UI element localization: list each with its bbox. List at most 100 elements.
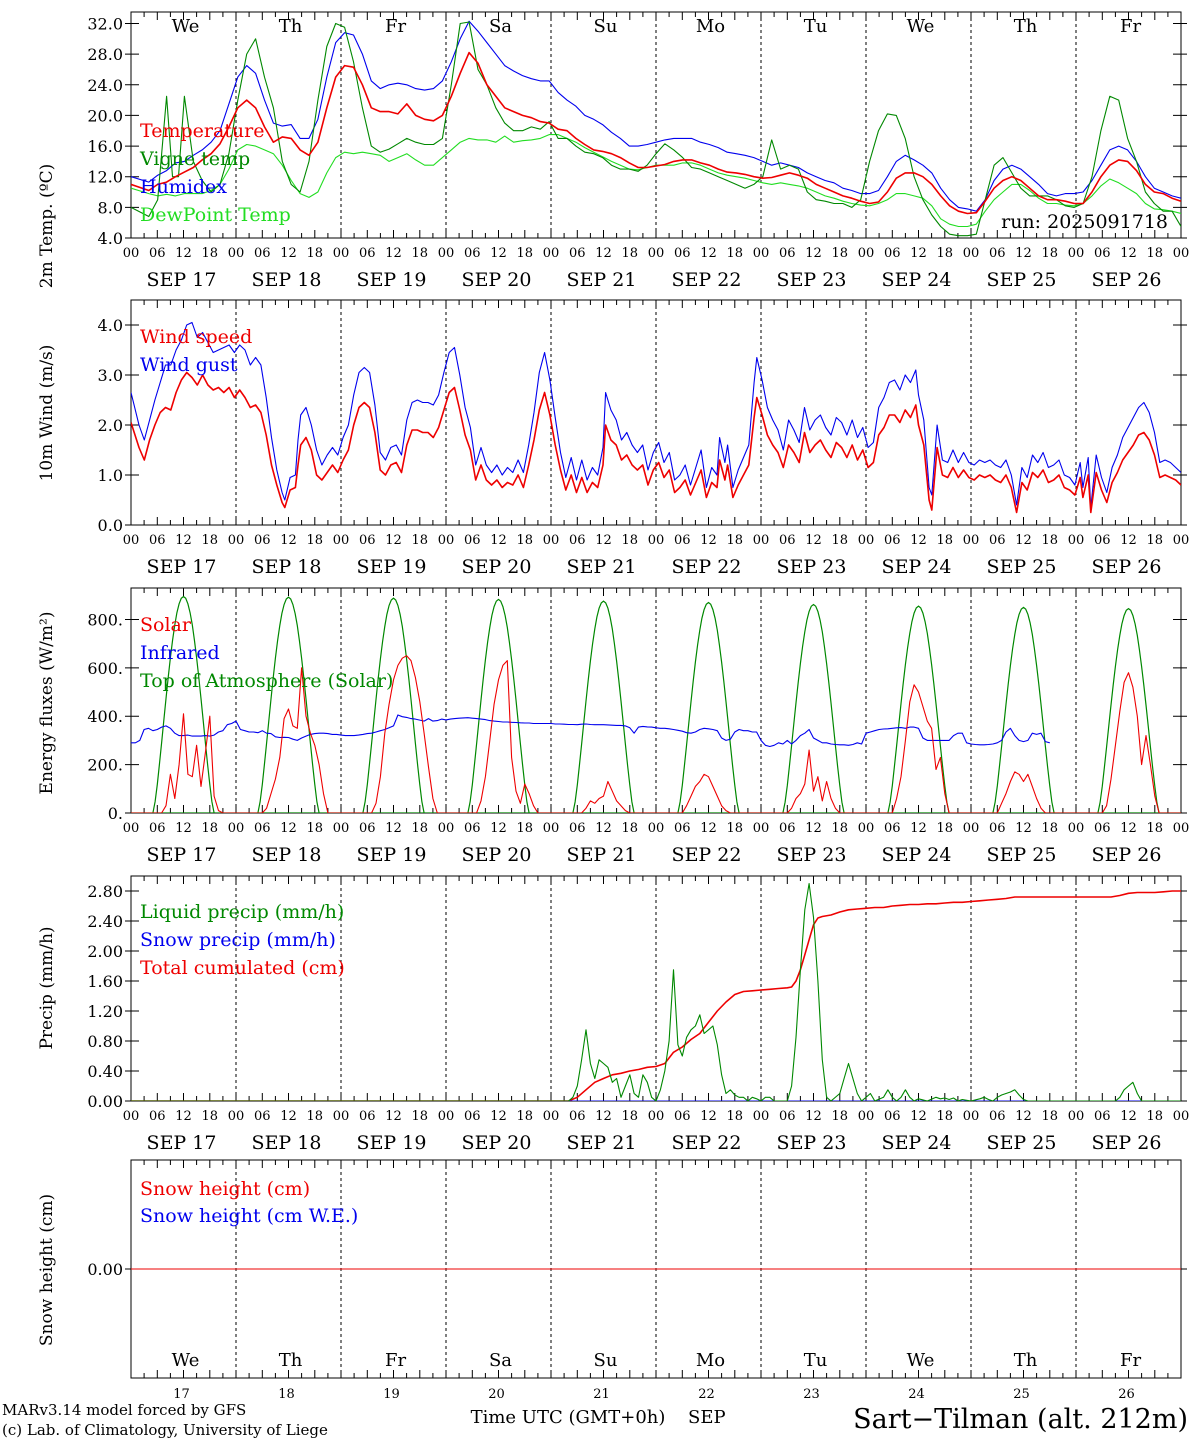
x-hour-label: 06 <box>464 533 481 548</box>
x-hour-label: 18 <box>1041 533 1058 548</box>
x-hour-label: 12 <box>700 1109 717 1124</box>
day-number: 19 <box>383 1387 400 1402</box>
x-date-label: SEP 22 <box>672 1132 742 1154</box>
x-hour-label: 12 <box>280 1109 297 1124</box>
day-label: Sa <box>489 16 512 37</box>
x-hour-label: 06 <box>1094 533 1111 548</box>
x-hour-label: 18 <box>1146 533 1163 548</box>
x-hour-label: 00 <box>333 821 350 836</box>
plot-frame <box>130 587 1182 814</box>
x-date-label: SEP 21 <box>567 844 637 866</box>
x-hour-label: 06 <box>149 821 166 836</box>
x-hour-label: 18 <box>1041 821 1058 836</box>
series-top-of-atmosphere-line <box>131 595 1181 813</box>
x-date-label: SEP 20 <box>462 556 532 578</box>
x-date-label: SEP 20 <box>462 269 532 291</box>
day-label: Sa <box>489 1350 512 1371</box>
x-date-label: SEP 18 <box>252 1132 322 1154</box>
x-hour-label: 18 <box>201 1109 218 1124</box>
x-date-label: SEP 18 <box>252 844 322 866</box>
x-hour-label: 06 <box>149 246 166 261</box>
x-hour-label: 00 <box>438 821 455 836</box>
x-date-label: SEP 26 <box>1092 556 1162 578</box>
x-hour-label: 00 <box>963 821 980 836</box>
x-hour-label: 00 <box>228 1109 245 1124</box>
day-number: 18 <box>278 1387 295 1402</box>
x-hour-label: 18 <box>726 1109 743 1124</box>
x-hour-label: 12 <box>280 821 297 836</box>
x-date-label: SEP 17 <box>147 844 217 866</box>
x-date-label: SEP 19 <box>357 844 427 866</box>
x-hour-label: 12 <box>910 821 927 836</box>
x-hour-label: 00 <box>123 246 140 261</box>
series-total-cumulated-cm-line <box>131 890 1181 1101</box>
x-hour-label: 00 <box>1173 533 1190 548</box>
x-hour-label: 12 <box>910 533 927 548</box>
x-date-label: SEP 20 <box>462 1132 532 1154</box>
x-hour-label: 18 <box>1146 1109 1163 1124</box>
day-label: We <box>907 1350 935 1371</box>
x-hour-label: 00 <box>753 533 770 548</box>
x-hour-label: 12 <box>805 821 822 836</box>
legend-entry: Wind gust <box>140 354 238 376</box>
x-date-label: SEP 22 <box>672 269 742 291</box>
day-number: 21 <box>593 1387 610 1402</box>
x-hour-label: 00 <box>963 533 980 548</box>
y-tick-label: 2.0 <box>98 416 123 435</box>
x-hour-label: 00 <box>438 246 455 261</box>
series-group <box>131 321 1181 514</box>
panel-2: 0.0 1.0 2.0 3.0 4.0 10m Wind (m/s) 00 06 12 18 SEP… <box>37 299 1190 578</box>
copyright: (c) Lab. of Climatology, University of L… <box>2 1421 328 1439</box>
panel-1: 4.0 8.0 12.0 16.0 20.0 24.0 28.0 32.0 2m Temp. (… <box>37 11 1189 291</box>
x-hour-label: 12 <box>1015 246 1032 261</box>
series-infrared-line <box>131 714 1050 748</box>
x-date-label: SEP 26 <box>1092 1132 1162 1154</box>
y-tick-label: 800. <box>87 610 123 629</box>
x-hour-label: 00 <box>333 533 350 548</box>
panel-3: 0. 200. 400. 600. 800. Energy fluxes (W/m²) 00… <box>37 587 1190 866</box>
y-tick-label: 8.0 <box>98 198 123 217</box>
x-hour-label: 18 <box>936 533 953 548</box>
x-hour-label: 00 <box>228 821 245 836</box>
x-hour-label: 06 <box>1094 821 1111 836</box>
x-hour-label: 06 <box>884 1109 901 1124</box>
x-hour-label: 06 <box>779 533 796 548</box>
x-hour-label: 06 <box>989 533 1006 548</box>
x-hour-label: 12 <box>805 533 822 548</box>
y-axis-label: 2m Temp. (ºC) <box>37 164 57 289</box>
series-liquid-precip-mm-h-line <box>131 882 1181 1101</box>
day-number: 20 <box>488 1387 505 1402</box>
x-hour-label: 00 <box>648 1109 665 1124</box>
day-label: We <box>172 1350 200 1371</box>
y-tick-label: 4.0 <box>98 229 123 248</box>
x-hour-label: 12 <box>595 246 612 261</box>
legend-entry: Liquid precip (mm/h) <box>140 901 344 923</box>
x-hour-label: 00 <box>228 533 245 548</box>
x-hour-label: 12 <box>175 821 192 836</box>
y-tick-label: 1.20 <box>87 1002 123 1021</box>
x-hour-label: 00 <box>1173 821 1190 836</box>
legend-entry: Humidex <box>140 176 227 198</box>
x-hour-label: 12 <box>1015 533 1032 548</box>
hour-ticks <box>130 1160 1182 1378</box>
day-label: Th <box>279 1350 303 1371</box>
x-hour-label: 06 <box>674 1109 691 1124</box>
day-label: We <box>172 16 200 37</box>
x-hour-label: 18 <box>621 246 638 261</box>
x-hour-label: 12 <box>385 1109 402 1124</box>
x-hour-label: 00 <box>438 1109 455 1124</box>
x-hour-label: 06 <box>254 821 271 836</box>
y-tick-label: 400. <box>87 707 123 726</box>
x-hour-label: 18 <box>306 246 323 261</box>
x-hour-label: 06 <box>569 1109 586 1124</box>
x-hour-label: 06 <box>569 821 586 836</box>
x-hour-label: 12 <box>175 533 192 548</box>
x-hour-label: 18 <box>1041 246 1058 261</box>
day-number: 25 <box>1013 1387 1030 1402</box>
x-hour-label: 06 <box>359 246 376 261</box>
x-hour-label: 12 <box>1120 246 1137 261</box>
day-label: Fr <box>1120 16 1141 37</box>
x-date-label: SEP 25 <box>987 556 1057 578</box>
x-hour-label: 18 <box>621 1109 638 1124</box>
panel-4: 0.00 0.40 0.80 1.20 1.60 2.00 2.40 2.80 Precip (… <box>37 875 1189 1154</box>
